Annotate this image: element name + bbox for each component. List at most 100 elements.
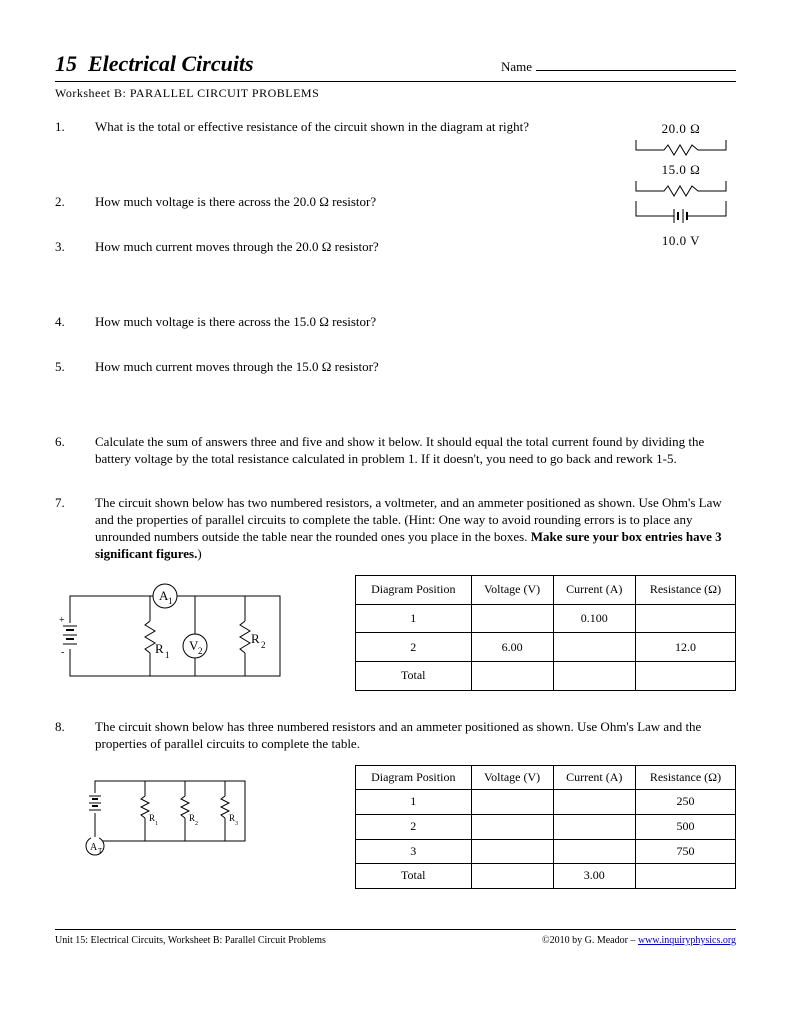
resistor-2-label: 15.0 Ω [626, 162, 736, 179]
q2-number: 2. [55, 194, 95, 211]
svg-text:R: R [155, 641, 164, 656]
svg-text:2: 2 [195, 821, 198, 827]
table-8-header: Diagram Position Voltage (V) Current (A)… [356, 765, 736, 790]
name-blank-line[interactable] [536, 70, 736, 71]
minus-label: - [61, 647, 64, 658]
q3-text: How much current moves through the 20.0 … [95, 239, 615, 256]
voltage-label: 10.0 V [626, 233, 736, 250]
plus-label: + [59, 615, 65, 626]
col-r: Resistance (Ω) [635, 575, 735, 604]
svg-text:1: 1 [165, 650, 170, 660]
col-v: Voltage (V) [471, 575, 553, 604]
cell[interactable] [471, 790, 553, 815]
col-pos: Diagram Position [356, 575, 472, 604]
chapter-title: Electrical Circuits [88, 51, 254, 76]
circuit-diagram-8: A T R1 R2 R3 [55, 765, 335, 889]
q6-text: Calculate the sum of answers three and f… [95, 434, 736, 468]
svg-text:A: A [90, 842, 98, 853]
cell[interactable] [471, 839, 553, 864]
svg-text:1: 1 [155, 821, 158, 827]
cell: 0.100 [553, 604, 635, 633]
col-v: Voltage (V) [471, 765, 553, 790]
q8-text: The circuit shown below has three number… [95, 719, 736, 753]
svg-text:3: 3 [235, 821, 238, 827]
copyright-text: ©2010 by G. Meador – [542, 935, 638, 946]
content: 20.0 Ω 15.0 Ω 10.0 V 1. What is the tota… [55, 119, 736, 889]
table-8-row-1: 1 250 [356, 790, 736, 815]
cell: Total [356, 662, 472, 691]
battery-symbol [626, 201, 736, 231]
cell[interactable] [471, 864, 553, 889]
col-pos: Diagram Position [356, 765, 472, 790]
cell[interactable] [635, 662, 735, 691]
question-4: 4. How much voltage is there across the … [55, 314, 615, 331]
table-7-row-1: 1 0.100 [356, 604, 736, 633]
q5-text: How much current moves through the 15.0 … [95, 359, 615, 376]
cell: 250 [635, 790, 735, 815]
cell: 6.00 [471, 633, 553, 662]
question-1: 1. What is the total or effective resist… [55, 119, 615, 136]
cell[interactable] [553, 662, 635, 691]
footer-left: Unit 15: Electrical Circuits, Worksheet … [55, 934, 326, 947]
cell[interactable] [635, 864, 735, 889]
table-8-row-3: 3 750 [356, 839, 736, 864]
q5-number: 5. [55, 359, 95, 376]
table-7: Diagram Position Voltage (V) Current (A)… [355, 575, 736, 691]
q3-number: 3. [55, 239, 95, 256]
header: 15 Electrical Circuits Name [55, 50, 736, 82]
table-8-row-total: Total 3.00 [356, 864, 736, 889]
svg-text:T: T [98, 847, 103, 855]
worksheet-subtitle: Worksheet B: PARALLEL CIRCUIT PROBLEMS [55, 86, 736, 102]
svg-text:1: 1 [168, 596, 173, 606]
q7-number: 7. [55, 495, 95, 563]
circuit-diagram-1: 20.0 Ω 15.0 Ω 10.0 V [626, 119, 736, 252]
cell: 3.00 [553, 864, 635, 889]
svg-text:2: 2 [261, 640, 266, 650]
circuit-7-svg: + - A 1 R 1 V 2 [55, 581, 305, 691]
footer: Unit 15: Electrical Circuits, Worksheet … [55, 929, 736, 947]
resistor-1-symbol [626, 140, 736, 160]
chapter-number: 15 [55, 51, 77, 76]
cell[interactable] [553, 814, 635, 839]
question-5: 5. How much current moves through the 15… [55, 359, 615, 376]
question-8: 8. The circuit shown below has three num… [55, 719, 736, 753]
name-field-group: Name [501, 59, 736, 76]
q6-number: 6. [55, 434, 95, 468]
question-6: 6. Calculate the sum of answers three an… [55, 434, 736, 468]
cell[interactable] [471, 814, 553, 839]
table-8-row-2: 2 500 [356, 814, 736, 839]
q8-row: A T R1 R2 R3 [55, 765, 736, 889]
table-7-row-2: 2 6.00 12.0 [356, 633, 736, 662]
cell[interactable] [635, 604, 735, 633]
question-2: 2. How much voltage is there across the … [55, 194, 615, 211]
table-7-row-total: Total [356, 662, 736, 691]
col-a: Current (A) [553, 575, 635, 604]
resistor-2-symbol [626, 181, 736, 201]
cell: Total [356, 864, 472, 889]
cell[interactable] [471, 662, 553, 691]
question-7: 7. The circuit shown below has two numbe… [55, 495, 736, 563]
circuit-diagram-7: + - A 1 R 1 V 2 [55, 575, 335, 691]
cell[interactable] [471, 604, 553, 633]
source-link[interactable]: www.inquiryphysics.org [638, 935, 736, 946]
footer-right: ©2010 by G. Meador – www.inquiryphysics.… [542, 934, 736, 947]
cell: 2 [356, 633, 472, 662]
cell[interactable] [553, 839, 635, 864]
cell: 1 [356, 604, 472, 633]
page-title: 15 Electrical Circuits [55, 50, 501, 79]
cell: 500 [635, 814, 735, 839]
svg-text:R: R [251, 631, 260, 646]
table-7-header: Diagram Position Voltage (V) Current (A)… [356, 575, 736, 604]
name-label: Name [501, 59, 532, 74]
cell: 1 [356, 790, 472, 815]
svg-text:2: 2 [198, 646, 203, 656]
col-r: Resistance (Ω) [635, 765, 735, 790]
cell[interactable] [553, 790, 635, 815]
cell: 2 [356, 814, 472, 839]
q2-text: How much voltage is there across the 20.… [95, 194, 615, 211]
cell[interactable] [553, 633, 635, 662]
q4-text: How much voltage is there across the 15.… [95, 314, 615, 331]
question-3: 3. How much current moves through the 20… [55, 239, 615, 256]
q7-row: + - A 1 R 1 V 2 [55, 575, 736, 691]
circuit-8-svg: A T R1 R2 R3 [55, 771, 255, 871]
